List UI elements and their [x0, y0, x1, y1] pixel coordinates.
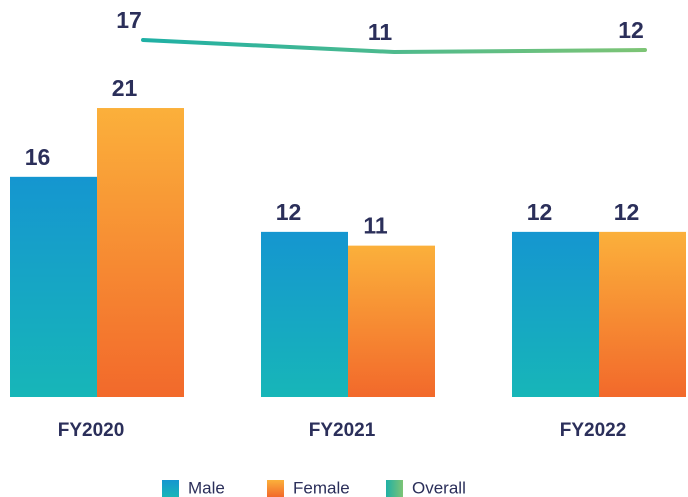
legend-label: Female	[293, 478, 350, 497]
bar	[10, 176, 97, 397]
line	[141, 37, 647, 55]
x-tick-label: FY2020	[58, 420, 125, 441]
legend-swatch	[386, 480, 403, 497]
bar	[599, 231, 686, 397]
data-label: 11	[363, 213, 388, 239]
legend-label: Male	[188, 478, 225, 497]
bar	[348, 245, 435, 397]
x-tick-label: FY2022	[560, 420, 627, 441]
bar	[97, 108, 184, 398]
bar	[261, 231, 348, 397]
bar	[512, 231, 599, 397]
data-label: 21	[112, 75, 138, 101]
legend-swatch	[162, 480, 179, 497]
data-label: 12	[276, 199, 302, 225]
legend-label: Overall	[412, 478, 466, 497]
data-label: 16	[25, 144, 51, 170]
data-label: 12	[527, 199, 553, 225]
data-label: 11	[368, 19, 393, 45]
legend-swatch	[267, 480, 284, 497]
x-tick-label: FY2021	[309, 420, 376, 441]
data-label: 12	[618, 17, 644, 43]
data-label: 12	[614, 199, 640, 225]
data-label: 17	[116, 7, 142, 33]
